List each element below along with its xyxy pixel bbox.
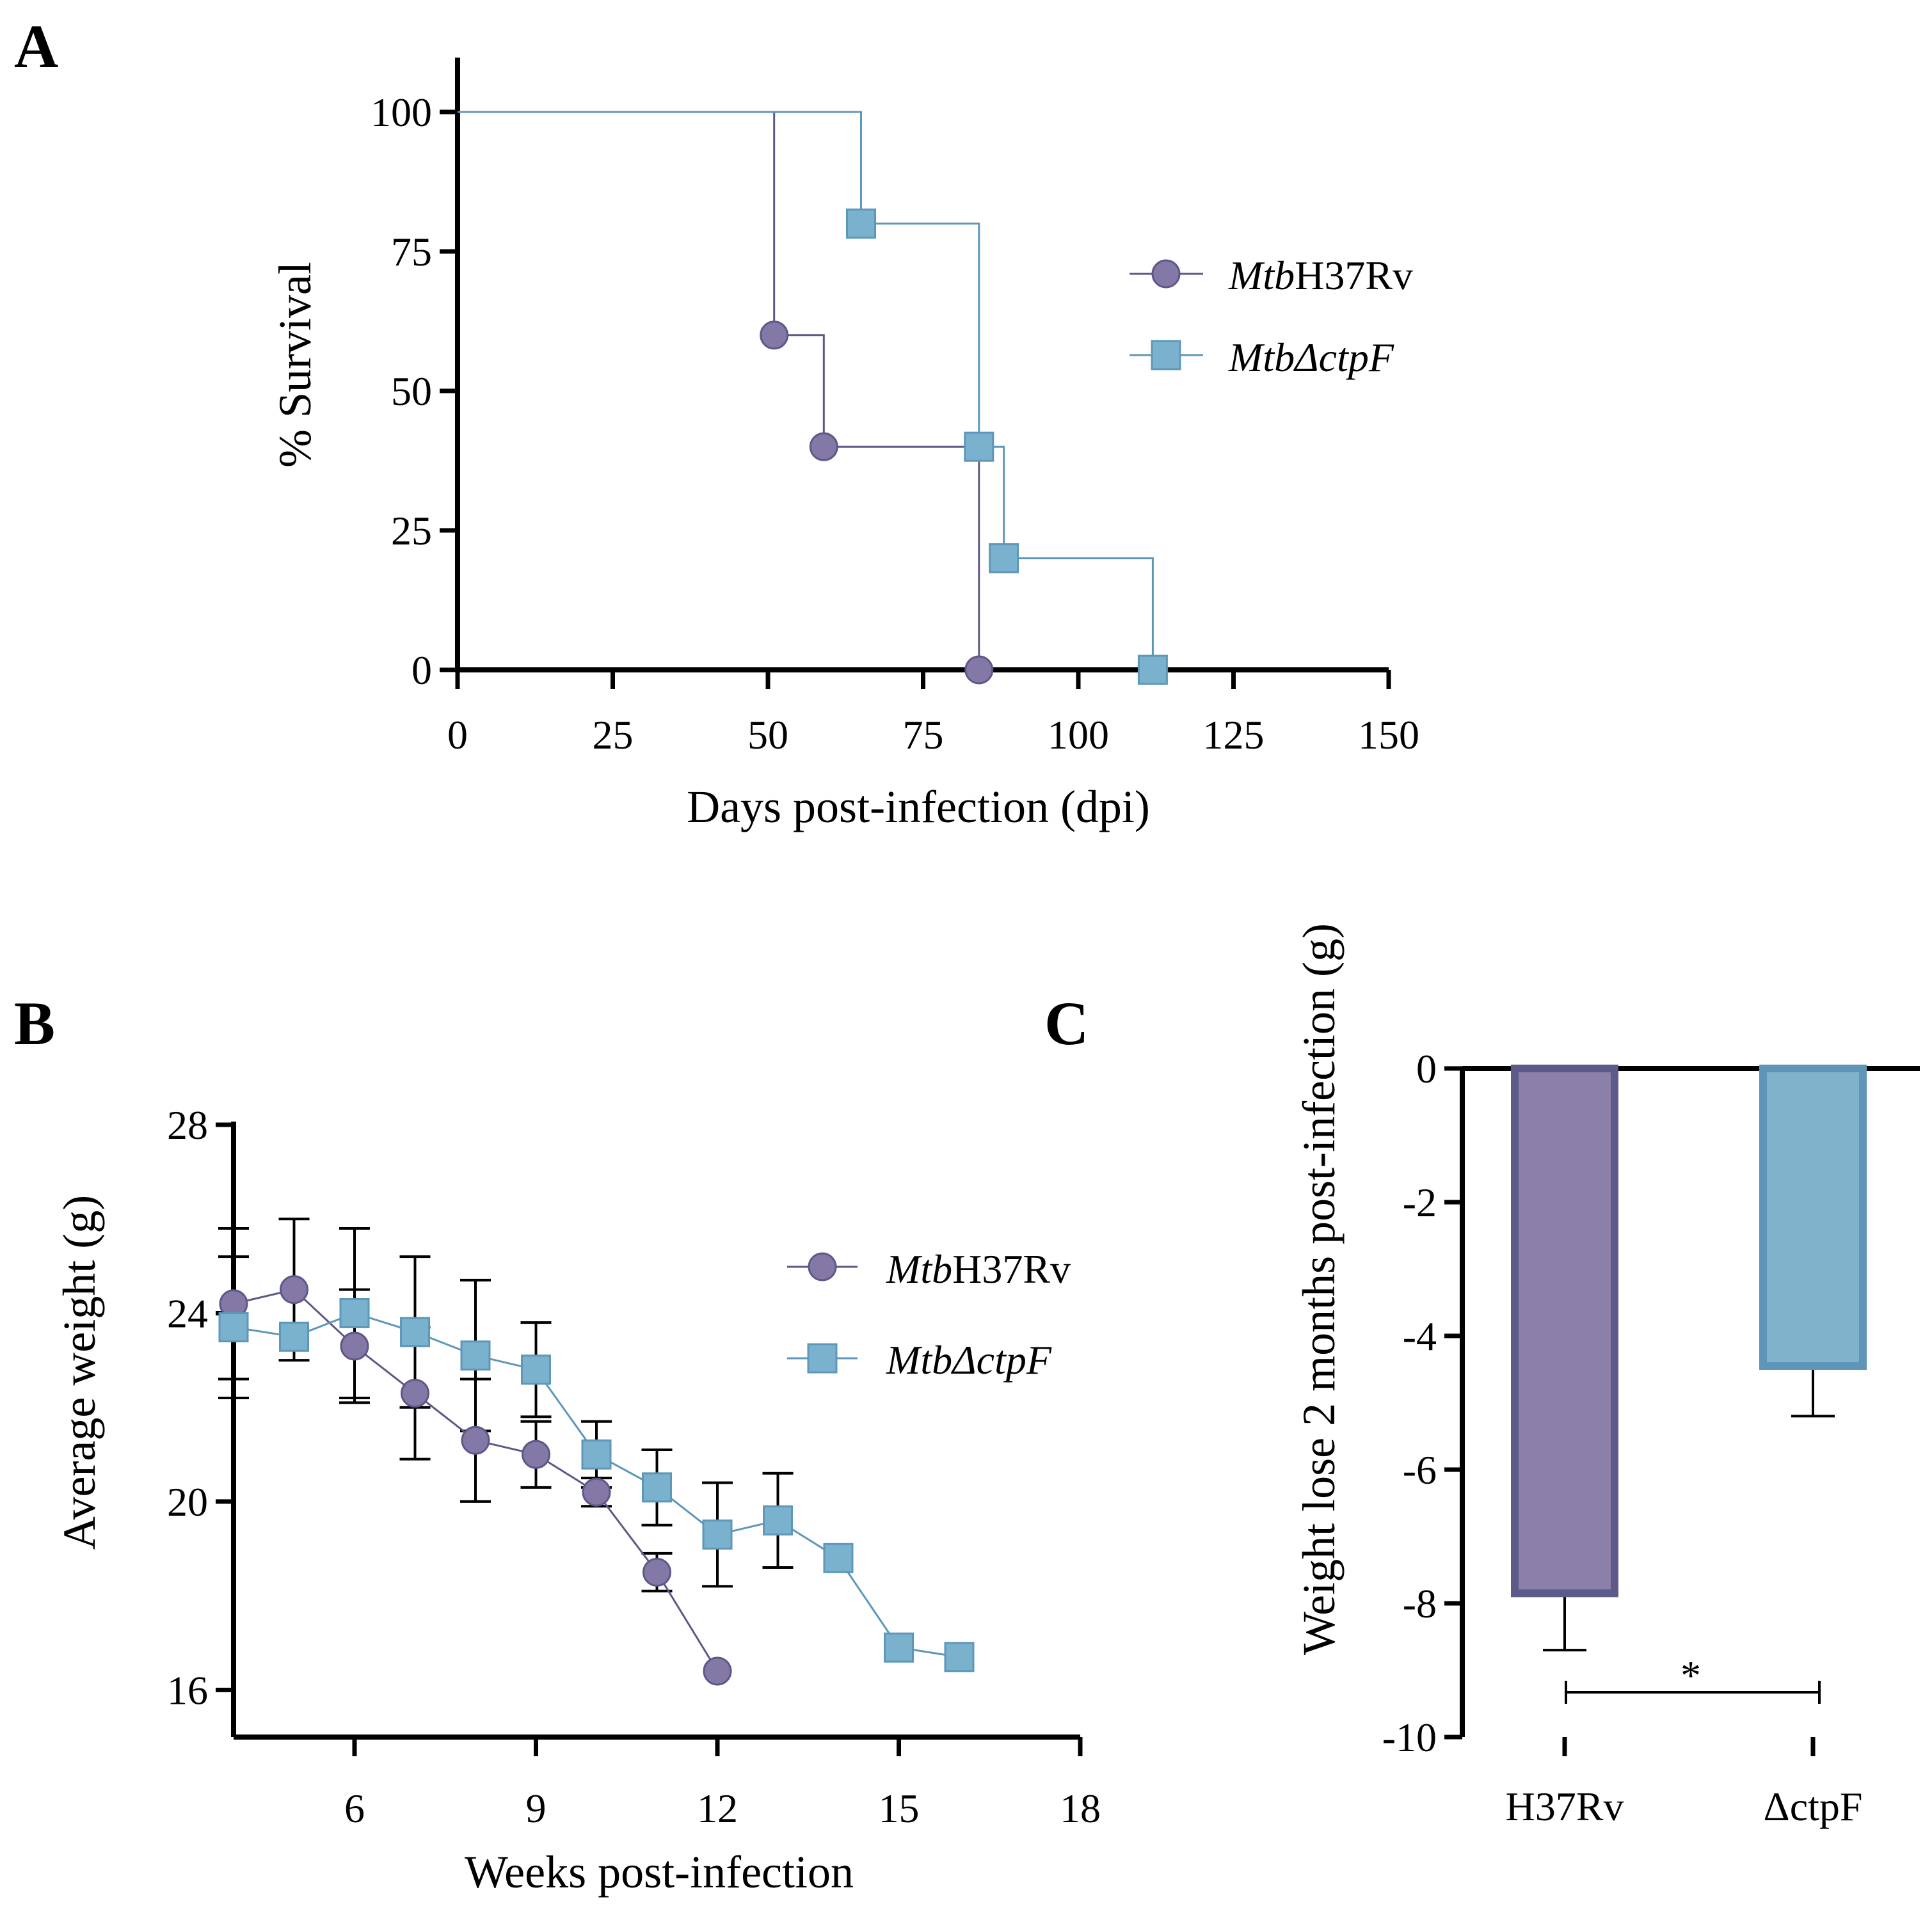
weight-legend-ctpf: MtbΔctpF [886, 1337, 1052, 1383]
weight-x-tick-label: 15 [879, 1786, 920, 1831]
weight-loss-category-label: ΔctpF [1764, 1784, 1863, 1829]
weight-point-h37rv [582, 1477, 611, 1507]
weight-legend-h37rv: MtbH37Rv [886, 1246, 1071, 1292]
survival-x-tick-label: 0 [447, 712, 468, 758]
panel-label-a: A [14, 12, 58, 81]
survival-x-tick-label: 50 [747, 712, 788, 758]
weight-loss-y-tick-label: -10 [1382, 1715, 1437, 1760]
weight-loss-category-label: H37Rv [1506, 1784, 1624, 1829]
weight-loss-y-tick-label: 0 [1416, 1046, 1437, 1091]
survival-point-h37rv [760, 321, 789, 350]
weight-legend-marker-ctpf [807, 1343, 838, 1374]
weight-loss-bar-chart: Weight lose 2 months post-infection (g) … [1293, 923, 1920, 1829]
survival-point-ctpf [964, 431, 994, 462]
survival-point-ctpf [846, 208, 876, 239]
survival-y-tick-label: 100 [371, 90, 432, 135]
survival-x-tick-label: 25 [593, 712, 634, 758]
weight-point-ctpf [642, 1472, 672, 1503]
weight-loss-y-tick-label: -8 [1403, 1581, 1437, 1626]
weight-point-ctpf [460, 1340, 491, 1371]
weight-x-tick-label: 6 [344, 1786, 365, 1831]
weight-loss-bar-ctpf [1759, 1065, 1867, 1370]
panel-label-c: C [1044, 989, 1089, 1058]
weight-point-ctpf [279, 1321, 309, 1352]
survival-y-tick-label: 75 [391, 229, 432, 274]
survival-y-axis-title: % Survival [269, 262, 321, 468]
weight-loss-y-tick-label: -4 [1403, 1314, 1437, 1359]
survival-legend-ctpf: MtbΔctpF [1228, 335, 1394, 380]
weight-point-ctpf [400, 1317, 430, 1347]
weight-point-h37rv [643, 1557, 671, 1587]
survival-point-h37rv [809, 432, 838, 461]
weight-loss-y-tick-label: -6 [1403, 1447, 1437, 1493]
weight-point-ctpf [581, 1439, 612, 1470]
survival-y-tick-label: 50 [391, 369, 432, 414]
significance-star: * [1681, 1653, 1701, 1698]
weight-point-ctpf [763, 1505, 793, 1536]
panel-label-b: B [14, 989, 55, 1058]
survival-point-ctpf [1137, 655, 1168, 685]
weight-loss-bar-h37rv [1511, 1065, 1618, 1598]
weight-point-ctpf [218, 1312, 249, 1343]
weight-y-tick-label: 16 [167, 1667, 208, 1713]
survival-chart: Days post-infection (dpi) % Survival Mtb… [269, 58, 1419, 832]
weight-y-axis-title: Average weight (g) [54, 1195, 105, 1550]
weight-point-ctpf [339, 1298, 370, 1328]
survival-legend-marker-h37rv [1151, 259, 1181, 289]
weight-point-ctpf [884, 1632, 914, 1663]
weight-point-ctpf [702, 1519, 733, 1550]
survival-x-axis-title: Days post-infection (dpi) [687, 781, 1150, 832]
survival-y-tick-label: 0 [411, 647, 432, 693]
survival-legend-marker-ctpf [1151, 340, 1181, 370]
survival-x-tick-label: 100 [1048, 712, 1109, 758]
weight-legend-marker-h37rv [808, 1252, 837, 1282]
weight-point-ctpf [823, 1543, 854, 1573]
survival-legend-h37rv: MtbH37Rv [1228, 253, 1413, 298]
weight-point-ctpf [521, 1354, 551, 1385]
weight-point-h37rv [522, 1440, 550, 1469]
weight-loss-y-tick-label: -2 [1403, 1180, 1437, 1225]
weight-x-tick-label: 18 [1060, 1786, 1101, 1831]
weight-y-tick-label: 28 [167, 1102, 208, 1148]
weight-y-tick-label: 24 [167, 1290, 208, 1336]
weight-point-ctpf [944, 1642, 975, 1672]
weight-point-h37rv [401, 1379, 429, 1408]
weight-legend: MtbH37Rv MtbΔctpF [787, 1246, 1071, 1383]
weight-point-h37rv [280, 1275, 308, 1305]
survival-x-tick-label: 125 [1203, 712, 1265, 758]
survival-point-h37rv [964, 655, 994, 685]
weight-loss-y-axis-title: Weight lose 2 months post-infection (g) [1293, 923, 1345, 1655]
survival-line-ctpf [458, 111, 1154, 670]
weight-x-tick-label: 9 [526, 1786, 547, 1831]
survival-legend: MtbH37Rv MtbΔctpF [1130, 253, 1413, 380]
survival-point-ctpf [989, 543, 1019, 574]
survival-line-h37rv [458, 111, 980, 670]
weight-x-tick-label: 12 [697, 1786, 738, 1831]
weight-point-h37rv [340, 1331, 369, 1361]
weight-x-axis-title: Weeks post-infection [465, 1846, 854, 1898]
weight-chart: Weeks post-infection Average weight (g) … [54, 1102, 1101, 1898]
survival-x-tick-label: 150 [1358, 712, 1419, 758]
survival-y-tick-label: 25 [391, 508, 432, 553]
survival-x-tick-label: 75 [903, 712, 944, 758]
weight-point-h37rv [703, 1656, 732, 1686]
weight-point-h37rv [461, 1425, 490, 1455]
weight-y-tick-label: 20 [167, 1479, 208, 1525]
